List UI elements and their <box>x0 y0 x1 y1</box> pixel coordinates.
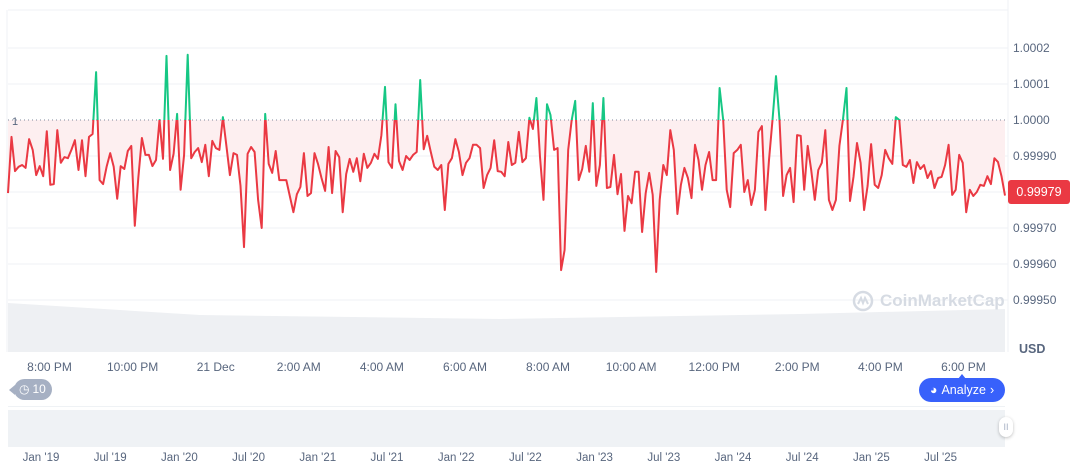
navigator-tick-label: Jul '24 <box>785 452 819 464</box>
x-tick-label: 10:00 PM <box>106 360 159 374</box>
navigator-tick-label: Jul '20 <box>232 452 266 464</box>
currency-label: USD <box>1019 342 1046 356</box>
y-tick-label: 1.0001 <box>1013 77 1050 91</box>
x-tick-label: 6:00 AM <box>442 360 487 374</box>
below-baseline-fill <box>8 120 1005 272</box>
history-icon: ◷ <box>19 382 30 396</box>
x-tick-label: 8:00 AM <box>526 360 571 374</box>
baseline-label: 1 <box>12 116 18 128</box>
navigator-tick-label: Jan '23 <box>576 452 613 464</box>
x-tick-label: 10:00 AM <box>605 360 657 374</box>
x-tick-label: 4:00 PM <box>858 360 903 374</box>
x-tick-label: 2:00 PM <box>774 360 820 374</box>
x-tick-label: 21 Dec <box>196 360 235 374</box>
coinmarketcap-logo-icon <box>852 290 874 312</box>
current-price-tag: 0.99979 <box>1008 180 1070 204</box>
chevron-right-icon: › <box>989 383 995 397</box>
navigator-handle[interactable]: II <box>999 417 1013 437</box>
navigator-tick-label: Jul '19 <box>93 452 127 464</box>
navigator-tick-label: Jan '19 <box>22 452 60 464</box>
watermark-text: CoinMarketCap <box>880 291 1005 310</box>
x-tick-label: 2:00 AM <box>276 360 321 374</box>
range-navigator[interactable] <box>8 410 1005 447</box>
y-tick-label: 0.99990 <box>1013 149 1057 163</box>
navigator-tick-label: Jan '20 <box>161 452 198 464</box>
navigator-divider <box>8 406 1005 407</box>
navigator-tick-label: Jul '23 <box>647 452 681 464</box>
navigator-tick-label: Jul '22 <box>508 452 542 464</box>
navigator-tick-label: Jan '21 <box>299 452 337 464</box>
navigator-tick-label: Jan '24 <box>714 452 752 464</box>
y-tick-label: 1.0002 <box>1013 41 1050 55</box>
x-tick-label: 6:00 PM <box>941 360 986 374</box>
y-tick-label: 0.99970 <box>1013 221 1057 235</box>
navigator-tick-label: Jul '25 <box>924 452 958 464</box>
analyze-button[interactable]: ◕ Analyze › <box>919 374 1005 402</box>
y-tick-label: 0.99950 <box>1013 293 1057 307</box>
navigator-tick-label: Jul '21 <box>370 452 404 464</box>
x-tick-label: 8:00 PM <box>27 360 72 374</box>
navigator-tick-label: Jan '22 <box>437 452 475 464</box>
analyze-label: Analyze <box>941 383 986 397</box>
history-count: 10 <box>32 382 46 396</box>
history-button[interactable]: ◷ 10 <box>9 379 52 400</box>
x-tick-label: 12:00 PM <box>688 360 740 374</box>
y-tick-label: 1.0000 <box>1013 113 1050 127</box>
watermark: CoinMarketCap <box>852 290 1005 312</box>
analyze-icon: ◕ <box>929 383 938 397</box>
grid-lines <box>8 47 1008 301</box>
price-line-below <box>7 120 1006 273</box>
volume-area <box>8 303 1005 352</box>
x-tick-label: 4:00 AM <box>359 360 404 374</box>
navigator-tick-label: Jan '25 <box>853 452 890 464</box>
y-tick-label: 0.99960 <box>1013 257 1057 271</box>
